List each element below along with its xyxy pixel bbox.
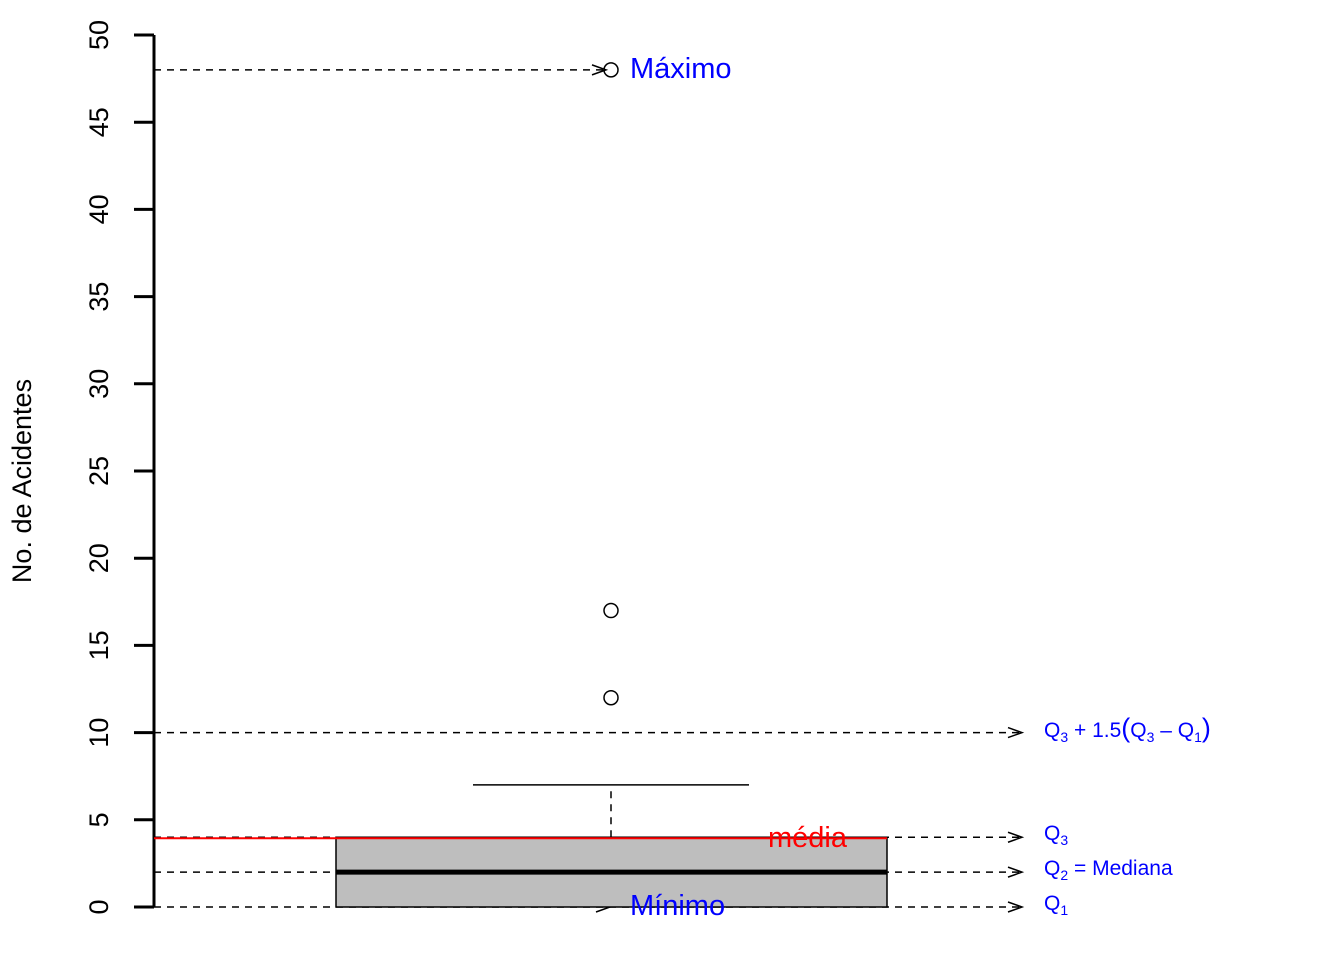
y-axis: 0 5 10 15 20 25 30 35 40 45 50: [84, 20, 156, 915]
y-tick-label: 45: [84, 107, 114, 137]
y-tick-label: 30: [84, 369, 114, 399]
y-tick-label: 25: [84, 456, 114, 486]
y-tick-label: 40: [84, 194, 114, 224]
label-media: média: [768, 822, 848, 854]
guide-maximo-arrow: [591, 64, 609, 76]
y-tick-label: 10: [84, 718, 114, 748]
y-tick-label: 0: [84, 899, 114, 914]
guide-q2-arrow: [1007, 866, 1025, 878]
guide-fence-arrow: [1007, 726, 1025, 739]
y-axis-label: No. de Acidentes: [7, 379, 37, 583]
outlier-point: [603, 602, 619, 619]
outlier-point: [603, 689, 619, 706]
y-tick-label: 35: [84, 282, 114, 312]
guide-q1-arrow: [1007, 901, 1025, 913]
label-q1: Q1: [1044, 892, 1068, 918]
box: [154, 784, 888, 908]
label-fence: Q3 + 1.5(Q3 – Q1): [1044, 713, 1211, 745]
label-minimo: Mínimo: [630, 890, 725, 922]
label-q2: Q2 = Mediana: [1044, 857, 1173, 883]
y-tick-label: 20: [84, 543, 114, 573]
label-maximo: Máximo: [630, 53, 732, 85]
y-tick-label: 50: [84, 20, 114, 50]
guide-q3-arrow: [1007, 831, 1025, 843]
outlier-point: [603, 62, 619, 78]
outliers: [603, 62, 619, 706]
label-q3: Q3: [1044, 822, 1068, 848]
y-tick-label: 5: [84, 812, 114, 827]
y-tick-label: 15: [84, 630, 114, 660]
